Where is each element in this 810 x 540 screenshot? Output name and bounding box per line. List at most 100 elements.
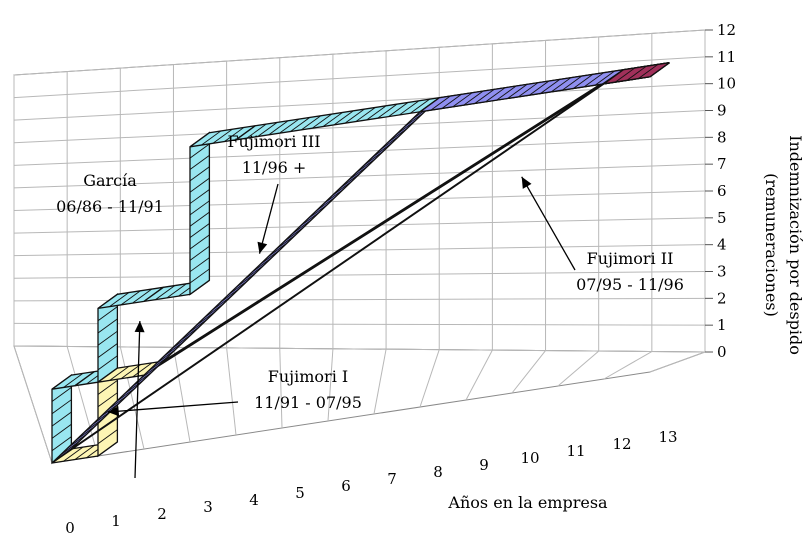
y-tick-label: 8: [717, 128, 727, 146]
floor-grid-line: [327, 348, 334, 422]
series-hatch: [247, 295, 267, 311]
annotation-2: Fujimori III 11/96 +: [227, 132, 321, 254]
series-hatch: [237, 301, 258, 317]
series-hatch: [344, 108, 365, 124]
series-hatch: [547, 105, 568, 120]
floor-grid-line: [511, 350, 546, 394]
annotation-arrow: [107, 401, 239, 413]
series-hatch: [51, 387, 72, 402]
series-hatch: [538, 110, 558, 126]
series-hatch: [189, 211, 210, 227]
series-hatch: [155, 285, 176, 301]
grid-line-h: [13, 29, 706, 76]
series-hatch: [406, 194, 427, 210]
series-hatch: [189, 245, 210, 261]
annotation-sublabel: 11/96 +: [242, 158, 307, 177]
annotation-1: García 06/86 - 11/91: [56, 171, 164, 479]
series-hatch: [307, 204, 328, 220]
series-hatch: [311, 113, 332, 129]
annotation-arrowhead: [257, 241, 268, 254]
floor-grid-line: [603, 351, 653, 380]
y-tick-label: 6: [717, 182, 727, 200]
series-hatch: [189, 155, 210, 170]
annotation-arrowhead: [107, 406, 120, 417]
series-hatch: [331, 241, 352, 257]
series-hatch: [189, 257, 210, 273]
series-hatch: [366, 105, 387, 121]
series-hatch: [507, 83, 528, 99]
series-hatch: [529, 80, 550, 96]
floor-grid-line: [419, 349, 440, 408]
series-hatch: [257, 122, 278, 137]
series-3: [51, 62, 670, 464]
series-hatch: [283, 227, 304, 242]
series-hatch: [51, 399, 72, 415]
y-tick-label: 7: [717, 155, 727, 173]
series-hatch: [519, 122, 540, 138]
series-hatch: [109, 365, 130, 381]
series-hatch: [395, 120, 416, 136]
series-hatch: [434, 176, 455, 192]
floor-grid-line: [172, 347, 191, 443]
series-hatch: [189, 189, 210, 204]
x-tick-label: 11: [566, 442, 585, 460]
series-hatch: [472, 152, 493, 168]
series-hatch: [462, 158, 483, 174]
series-hatch: [75, 425, 96, 441]
y-tick-label: 3: [717, 263, 727, 281]
grid-line-h: [13, 345, 706, 353]
series-hatch: [359, 223, 380, 239]
grid-line-h: [13, 271, 706, 279]
series-hatch: [441, 93, 462, 109]
y-tick-label: 10: [717, 75, 736, 93]
series-hatch: [97, 392, 118, 408]
grid-line-h: [13, 322, 706, 326]
series-hatch: [518, 82, 539, 98]
series-hatch: [132, 362, 153, 378]
series-hatch: [251, 257, 272, 273]
series-hatch: [379, 135, 400, 151]
series-hatch: [333, 110, 354, 126]
x-tick-label: 4: [249, 491, 259, 509]
floor-grid-line: [649, 351, 706, 373]
chart-series: [51, 62, 670, 465]
floor-grid-line: [279, 348, 283, 429]
grid-line-h: [13, 163, 706, 189]
series-hatch: [97, 306, 118, 322]
series-hatch: [67, 433, 88, 449]
series-hatch: [290, 117, 311, 132]
series-hatch: [485, 87, 506, 103]
annotation-4: Fujimori I 11/91 - 07/95: [107, 367, 362, 417]
x-tick-label: 12: [612, 435, 631, 453]
series-hatch: [322, 247, 343, 263]
series-hatch: [387, 206, 408, 221]
series-hatch: [190, 330, 211, 346]
series-hatch: [51, 411, 72, 427]
series-hatch: [59, 440, 80, 456]
series-hatch: [562, 75, 583, 91]
series-hatch: [212, 128, 233, 144]
series-hatch: [491, 140, 512, 156]
series-hatch: [350, 229, 371, 245]
series-hatch: [63, 372, 84, 388]
series-hatch: [355, 107, 376, 122]
y-tick-label: 5: [717, 209, 727, 227]
y-tick-label: 4: [717, 236, 727, 254]
annotation-arrow: [258, 183, 279, 254]
series-hatch: [163, 341, 184, 357]
x-tick-label: 9: [479, 456, 489, 474]
annotation-sublabel: 11/91 - 07/95: [254, 393, 362, 412]
series-hatch: [425, 182, 446, 198]
series-hatch: [378, 212, 399, 227]
annotation-3: Fujimori II 07/95 - 11/96: [521, 176, 684, 294]
series-hatch: [566, 93, 587, 108]
series-hatch: [315, 196, 336, 212]
series-hatch: [463, 90, 484, 106]
series-hatch: [444, 170, 465, 186]
series-hatch: [187, 318, 208, 334]
series-hatch: [201, 130, 222, 146]
series-hatch: [74, 445, 95, 460]
series-hatch: [189, 234, 210, 250]
y-tick-label: 1: [717, 316, 727, 334]
